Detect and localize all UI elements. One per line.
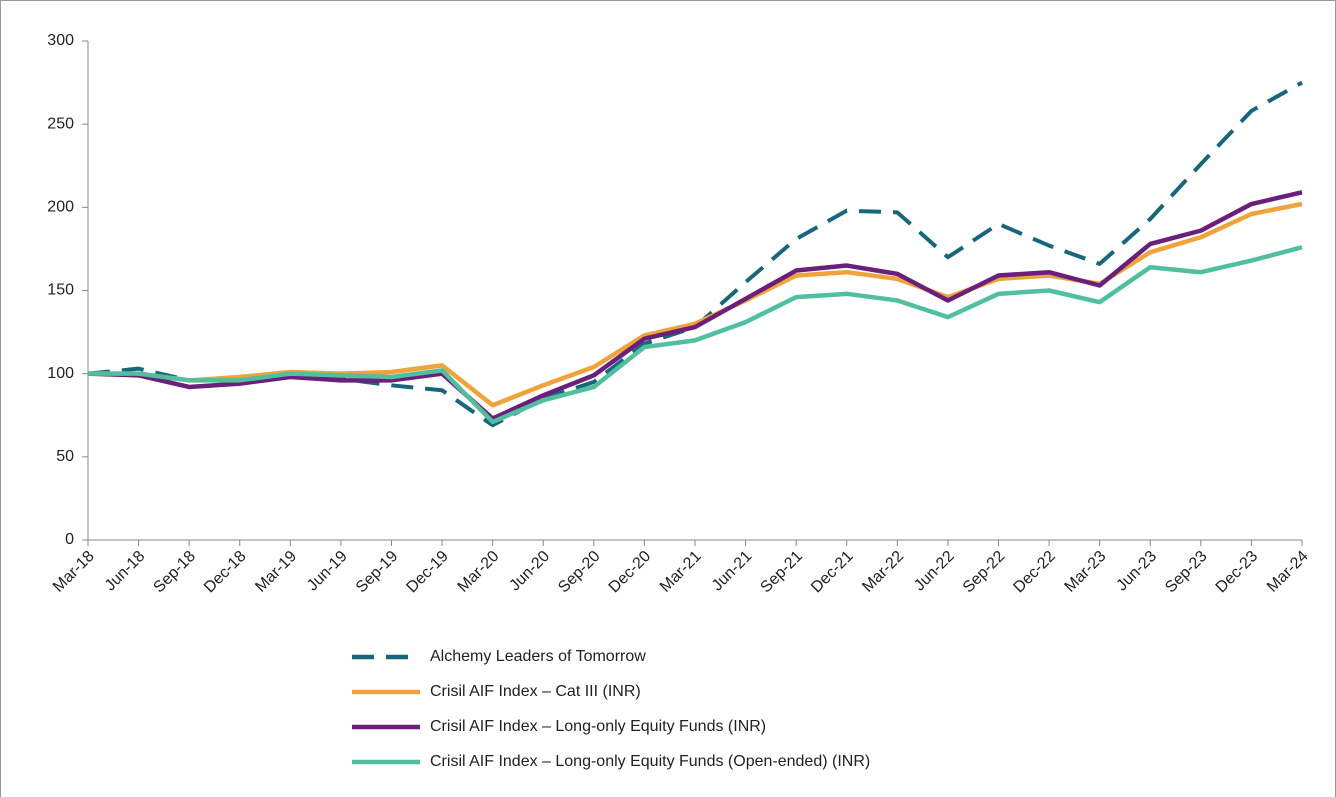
y-tick-label: 0 <box>65 531 74 548</box>
x-tick-label: Mar-20 <box>455 548 503 596</box>
x-tick-label: Jun-20 <box>506 548 553 595</box>
x-tick-label: Jun-22 <box>911 548 958 595</box>
y-tick-label: 50 <box>56 448 74 465</box>
x-tick-label: Mar-21 <box>657 548 705 596</box>
x-tick-label: Dec-22 <box>1010 548 1059 597</box>
series-line <box>88 245 1303 425</box>
x-tick-label: Sep-20 <box>555 548 604 597</box>
x-tick-label: Jun-18 <box>102 548 149 595</box>
x-tick-label: Dec-18 <box>201 548 250 597</box>
y-tick-label: 200 <box>47 199 74 216</box>
y-tick-label: 250 <box>47 115 74 132</box>
x-tick-label: Sep-18 <box>150 548 199 597</box>
x-tick-label: Jun-23 <box>1113 548 1160 595</box>
x-tick-label: Dec-20 <box>606 548 655 597</box>
series-line <box>87 190 1303 421</box>
x-tick-label: Jun-21 <box>709 548 756 595</box>
x-tick-label: Jun-19 <box>304 548 351 595</box>
x-tick-label: Dec-21 <box>808 548 857 597</box>
y-tick-label: 150 <box>47 282 74 299</box>
legend-label: Crisil AIF Index – Long-only Equity Fund… <box>430 753 870 770</box>
x-tick-label: Mar-24 <box>1264 548 1312 596</box>
x-tick-label: Dec-23 <box>1213 548 1262 597</box>
x-tick-label: Mar-18 <box>50 548 98 596</box>
y-tick-label: 100 <box>47 365 74 382</box>
x-tick-label: Sep-21 <box>757 548 806 597</box>
y-tick-label: 300 <box>47 32 74 49</box>
x-tick-label: Mar-23 <box>1062 548 1110 596</box>
x-tick-label: Mar-19 <box>252 548 300 596</box>
x-tick-label: Sep-19 <box>353 548 402 597</box>
x-tick-label: Mar-22 <box>859 548 907 596</box>
x-tick-label: Dec-19 <box>403 548 452 597</box>
legend-label: Crisil AIF Index – Long-only Equity Fund… <box>430 718 766 735</box>
legend-label: Alchemy Leaders of Tomorrow <box>430 648 646 665</box>
legend-label: Crisil AIF Index – Cat III (INR) <box>430 683 641 700</box>
x-tick-label: Sep-23 <box>1162 548 1211 597</box>
x-tick-label: Sep-22 <box>960 548 1009 597</box>
